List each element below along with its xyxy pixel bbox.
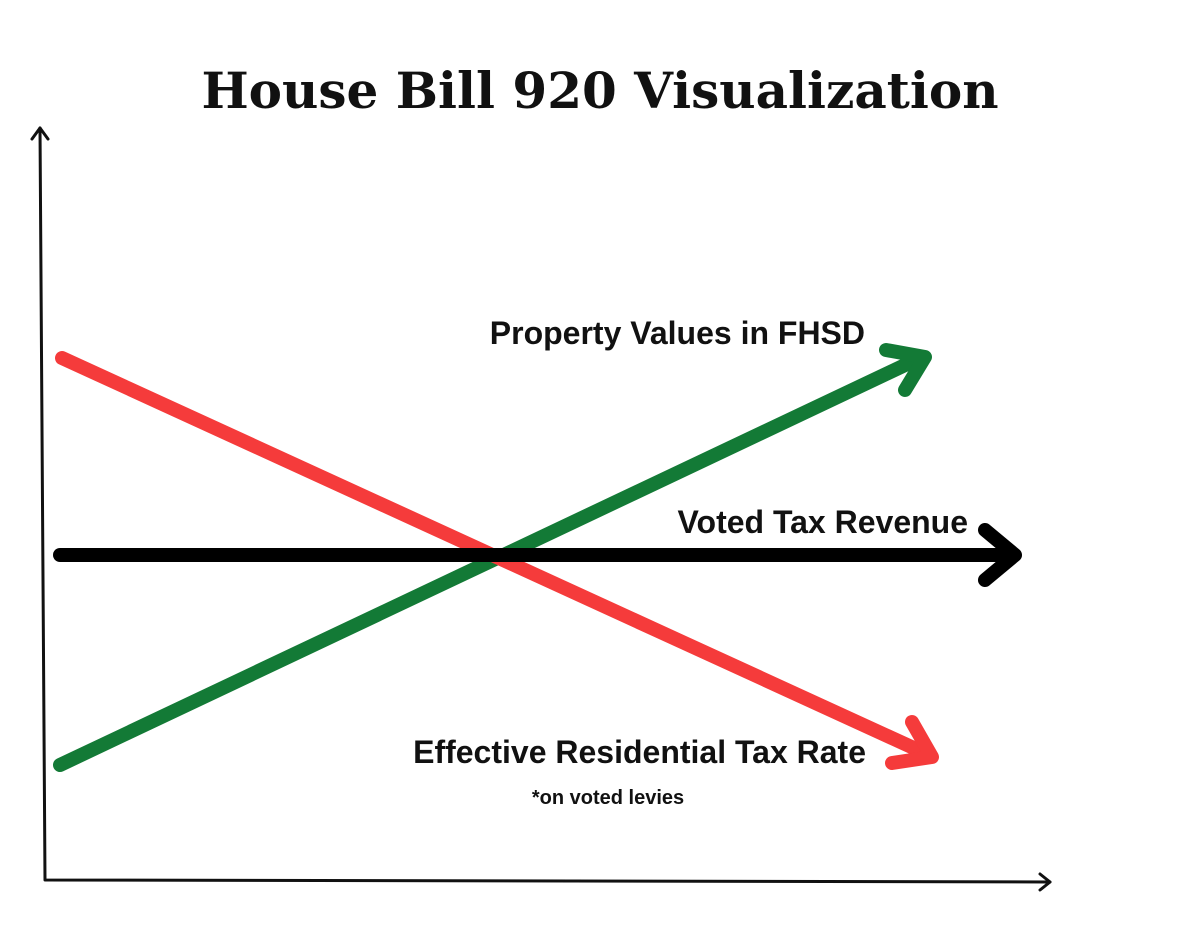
y-axis-arrowhead (30, 126, 50, 141)
footnote: *on voted levies (532, 787, 684, 809)
axis-lines (38, 126, 1052, 884)
title: House Bill 920 Visualization (201, 61, 998, 120)
voted-revenue-arrow (53, 523, 1022, 587)
line-label: Effective Residential Tax Rate (413, 734, 866, 770)
arrow-head (978, 523, 1022, 587)
arrow-head (885, 715, 939, 770)
line-label: Voted Tax Revenue (678, 504, 968, 540)
axes (30, 126, 1052, 892)
arrow-head (879, 343, 932, 397)
line-label: Property Values in FHSD (490, 315, 865, 351)
x-axis-arrowhead (1038, 872, 1052, 892)
